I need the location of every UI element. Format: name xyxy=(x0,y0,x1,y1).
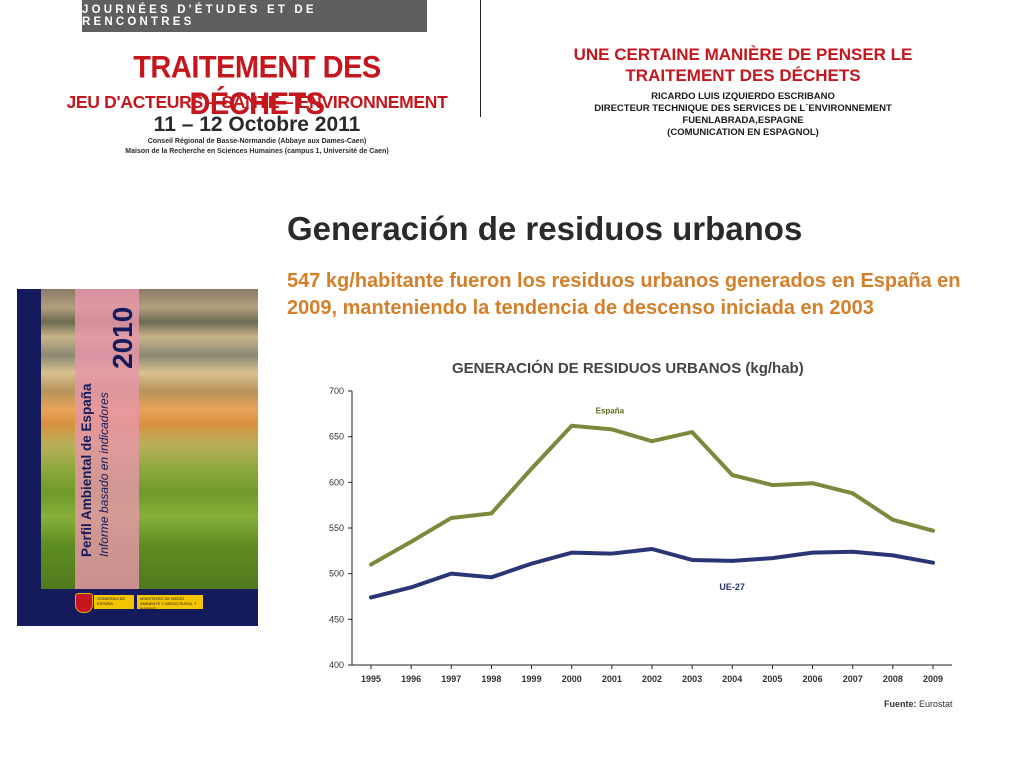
author-name: RICARDO LUIS IZQUIERDO ESCRIBANO xyxy=(651,91,835,102)
presentation-title-line2: TRAITEMENT DES DÉCHETS xyxy=(625,66,861,85)
slide-subtitle: 547 kg/habitante fueron los residuos urb… xyxy=(287,270,961,319)
data-point xyxy=(570,551,573,554)
presentation-title: UNE CERTAINE MANIÈRE DE PENSER LE TRAITE… xyxy=(500,44,986,86)
chart-source-label: Fuente: xyxy=(884,699,917,709)
data-point xyxy=(530,467,533,470)
series-line-ue27 xyxy=(369,547,935,600)
cover-title-stripe xyxy=(75,289,139,589)
data-point xyxy=(811,551,814,554)
chart-source: Fuente: Eurostat xyxy=(884,699,953,709)
x-tick-label: 2004 xyxy=(722,674,742,684)
cover-year: 2010 xyxy=(107,306,138,369)
conference-dates: 11 – 12 Octobre 2011 xyxy=(153,113,361,136)
x-tick-label: 1998 xyxy=(481,674,501,684)
data-point xyxy=(731,559,734,563)
data-point xyxy=(369,596,373,599)
y-tick-label: 400 xyxy=(329,660,344,670)
x-tick-label: 2000 xyxy=(562,674,582,684)
conference-venue-line2: Maison de la Recherche en Sciences Humai… xyxy=(125,148,389,155)
data-point xyxy=(650,440,654,443)
y-tick-label: 450 xyxy=(329,614,344,624)
x-tick-label: 2005 xyxy=(762,674,782,684)
presentation-language-note: (COMUNICATION EN ESPAGNOL) xyxy=(667,127,819,138)
data-point xyxy=(771,556,774,560)
data-point xyxy=(771,483,774,487)
data-point xyxy=(490,512,493,515)
conference-venue-line1: Conseil Régional de Basse-Normandie (Abb… xyxy=(147,138,367,145)
x-tick-label: 1997 xyxy=(441,674,461,684)
y-tick-label: 700 xyxy=(329,386,344,396)
data-point xyxy=(731,473,734,477)
slide-title: Generación de residuos urbanos xyxy=(287,210,803,247)
spain-coat-of-arms-icon xyxy=(75,593,93,613)
waste-generation-line-chart: 700 650 600 550 500 450 400 1995 1996 1997 1998 199… xyxy=(329,386,952,684)
author-role: DIRECTEUR TECHNIQUE DES SERVICES DE L´EN… xyxy=(594,103,892,114)
x-tick-label: 2007 xyxy=(843,674,863,684)
data-point xyxy=(891,554,895,557)
x-tick-label: 2001 xyxy=(602,674,622,684)
series-label: España xyxy=(596,406,625,415)
x-tick-label: 2006 xyxy=(803,674,823,684)
y-tick-label: 500 xyxy=(329,569,344,579)
x-tick-label: 2009 xyxy=(923,674,943,684)
data-point xyxy=(490,576,493,579)
data-point xyxy=(690,558,694,562)
cover-subtitle: Informe basado en indicadores xyxy=(97,392,111,557)
author-location: FUENLABRADA,ESPAGNE xyxy=(682,115,804,126)
chart-title: GENERACIÓN DE RESIDUOS URBANOS (kg/hab) xyxy=(452,360,804,377)
data-point xyxy=(610,428,614,431)
conference-band: JOURNÉES D'ÉTUDES ET DE RENCONTRES xyxy=(82,0,427,32)
series-label: UE-27 xyxy=(719,582,745,592)
chart-source-name: Eurostat xyxy=(919,699,953,709)
x-tick-label: 1996 xyxy=(401,674,421,684)
x-tick-label: 2003 xyxy=(682,674,702,684)
x-tick-label: 2002 xyxy=(642,674,662,684)
x-tick-label: 1999 xyxy=(522,674,542,684)
data-point xyxy=(851,492,854,495)
data-point xyxy=(690,430,694,434)
header-divider xyxy=(480,0,481,117)
data-point xyxy=(570,424,573,427)
cover-landscape-photo xyxy=(41,289,258,589)
cover-logo-government: GOBIERNO DE ESPAÑA xyxy=(94,595,134,609)
series-line-espana xyxy=(369,423,935,567)
data-point xyxy=(450,516,453,520)
y-tick-label: 550 xyxy=(329,523,344,533)
data-point xyxy=(409,586,413,589)
data-point xyxy=(851,550,854,553)
cover-title: Perfil Ambiental de España xyxy=(79,383,94,557)
data-point xyxy=(931,561,935,564)
conference-subtitle: JEU D'ACTEURS – SANTÉ – ENVIRONNEMENT xyxy=(66,92,448,112)
data-point xyxy=(891,518,895,521)
data-point xyxy=(811,482,814,485)
presentation-title-line1: UNE CERTAINE MANIÈRE DE PENSER LE xyxy=(573,45,913,64)
cover-logo-ministry: MINISTERIO DE MEDIO AMBIENTE Y MEDIO RUR… xyxy=(137,595,203,611)
data-point xyxy=(610,552,614,555)
data-point xyxy=(369,563,373,566)
x-tick-label: 2008 xyxy=(883,674,903,684)
report-cover-image: 2010 Perfil Ambiental de España Informe … xyxy=(17,289,258,626)
data-point xyxy=(530,562,533,565)
y-tick-label: 600 xyxy=(329,477,344,487)
conference-title: TRAITEMENT DES DÉCHETS xyxy=(133,50,381,122)
x-tick-label: 1995 xyxy=(361,674,381,684)
data-point xyxy=(409,540,413,543)
y-tick-label: 650 xyxy=(329,432,344,442)
data-point xyxy=(450,572,453,575)
data-point xyxy=(650,547,654,551)
data-point xyxy=(931,529,935,532)
